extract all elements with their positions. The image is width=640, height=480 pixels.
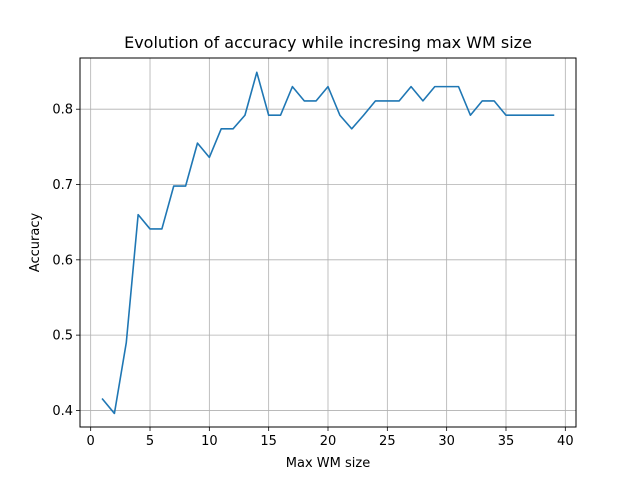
x-tick-label: 0	[87, 434, 95, 449]
x-axis-ticks: 0 5 10 15 20 25 30 35 40	[87, 427, 574, 449]
chart-title: Evolution of accuracy while incresing ma…	[124, 33, 532, 52]
x-tick-label: 35	[498, 434, 515, 449]
y-axis-ticks: 0.4 0.5 0.6 0.7 0.8	[52, 103, 80, 419]
y-tick-label: 0.6	[52, 253, 73, 268]
x-axis-title: Max WM size	[286, 456, 370, 471]
x-tick-label: 10	[201, 434, 218, 449]
accuracy-series-line	[101, 71, 555, 415]
x-tick-label: 40	[557, 434, 574, 449]
y-tick-label: 0.8	[52, 103, 73, 118]
x-tick-label: 30	[438, 434, 455, 449]
series-layer	[101, 71, 555, 415]
grid-lines	[80, 58, 576, 427]
x-tick-label: 25	[379, 434, 396, 449]
x-tick-label: 15	[260, 434, 277, 449]
x-tick-label: 20	[320, 434, 337, 449]
y-tick-label: 0.7	[52, 178, 73, 193]
y-axis-title: Accuracy	[28, 213, 43, 273]
x-tick-label: 5	[146, 434, 154, 449]
y-tick-label: 0.4	[52, 404, 73, 419]
y-tick-label: 0.5	[52, 329, 73, 344]
